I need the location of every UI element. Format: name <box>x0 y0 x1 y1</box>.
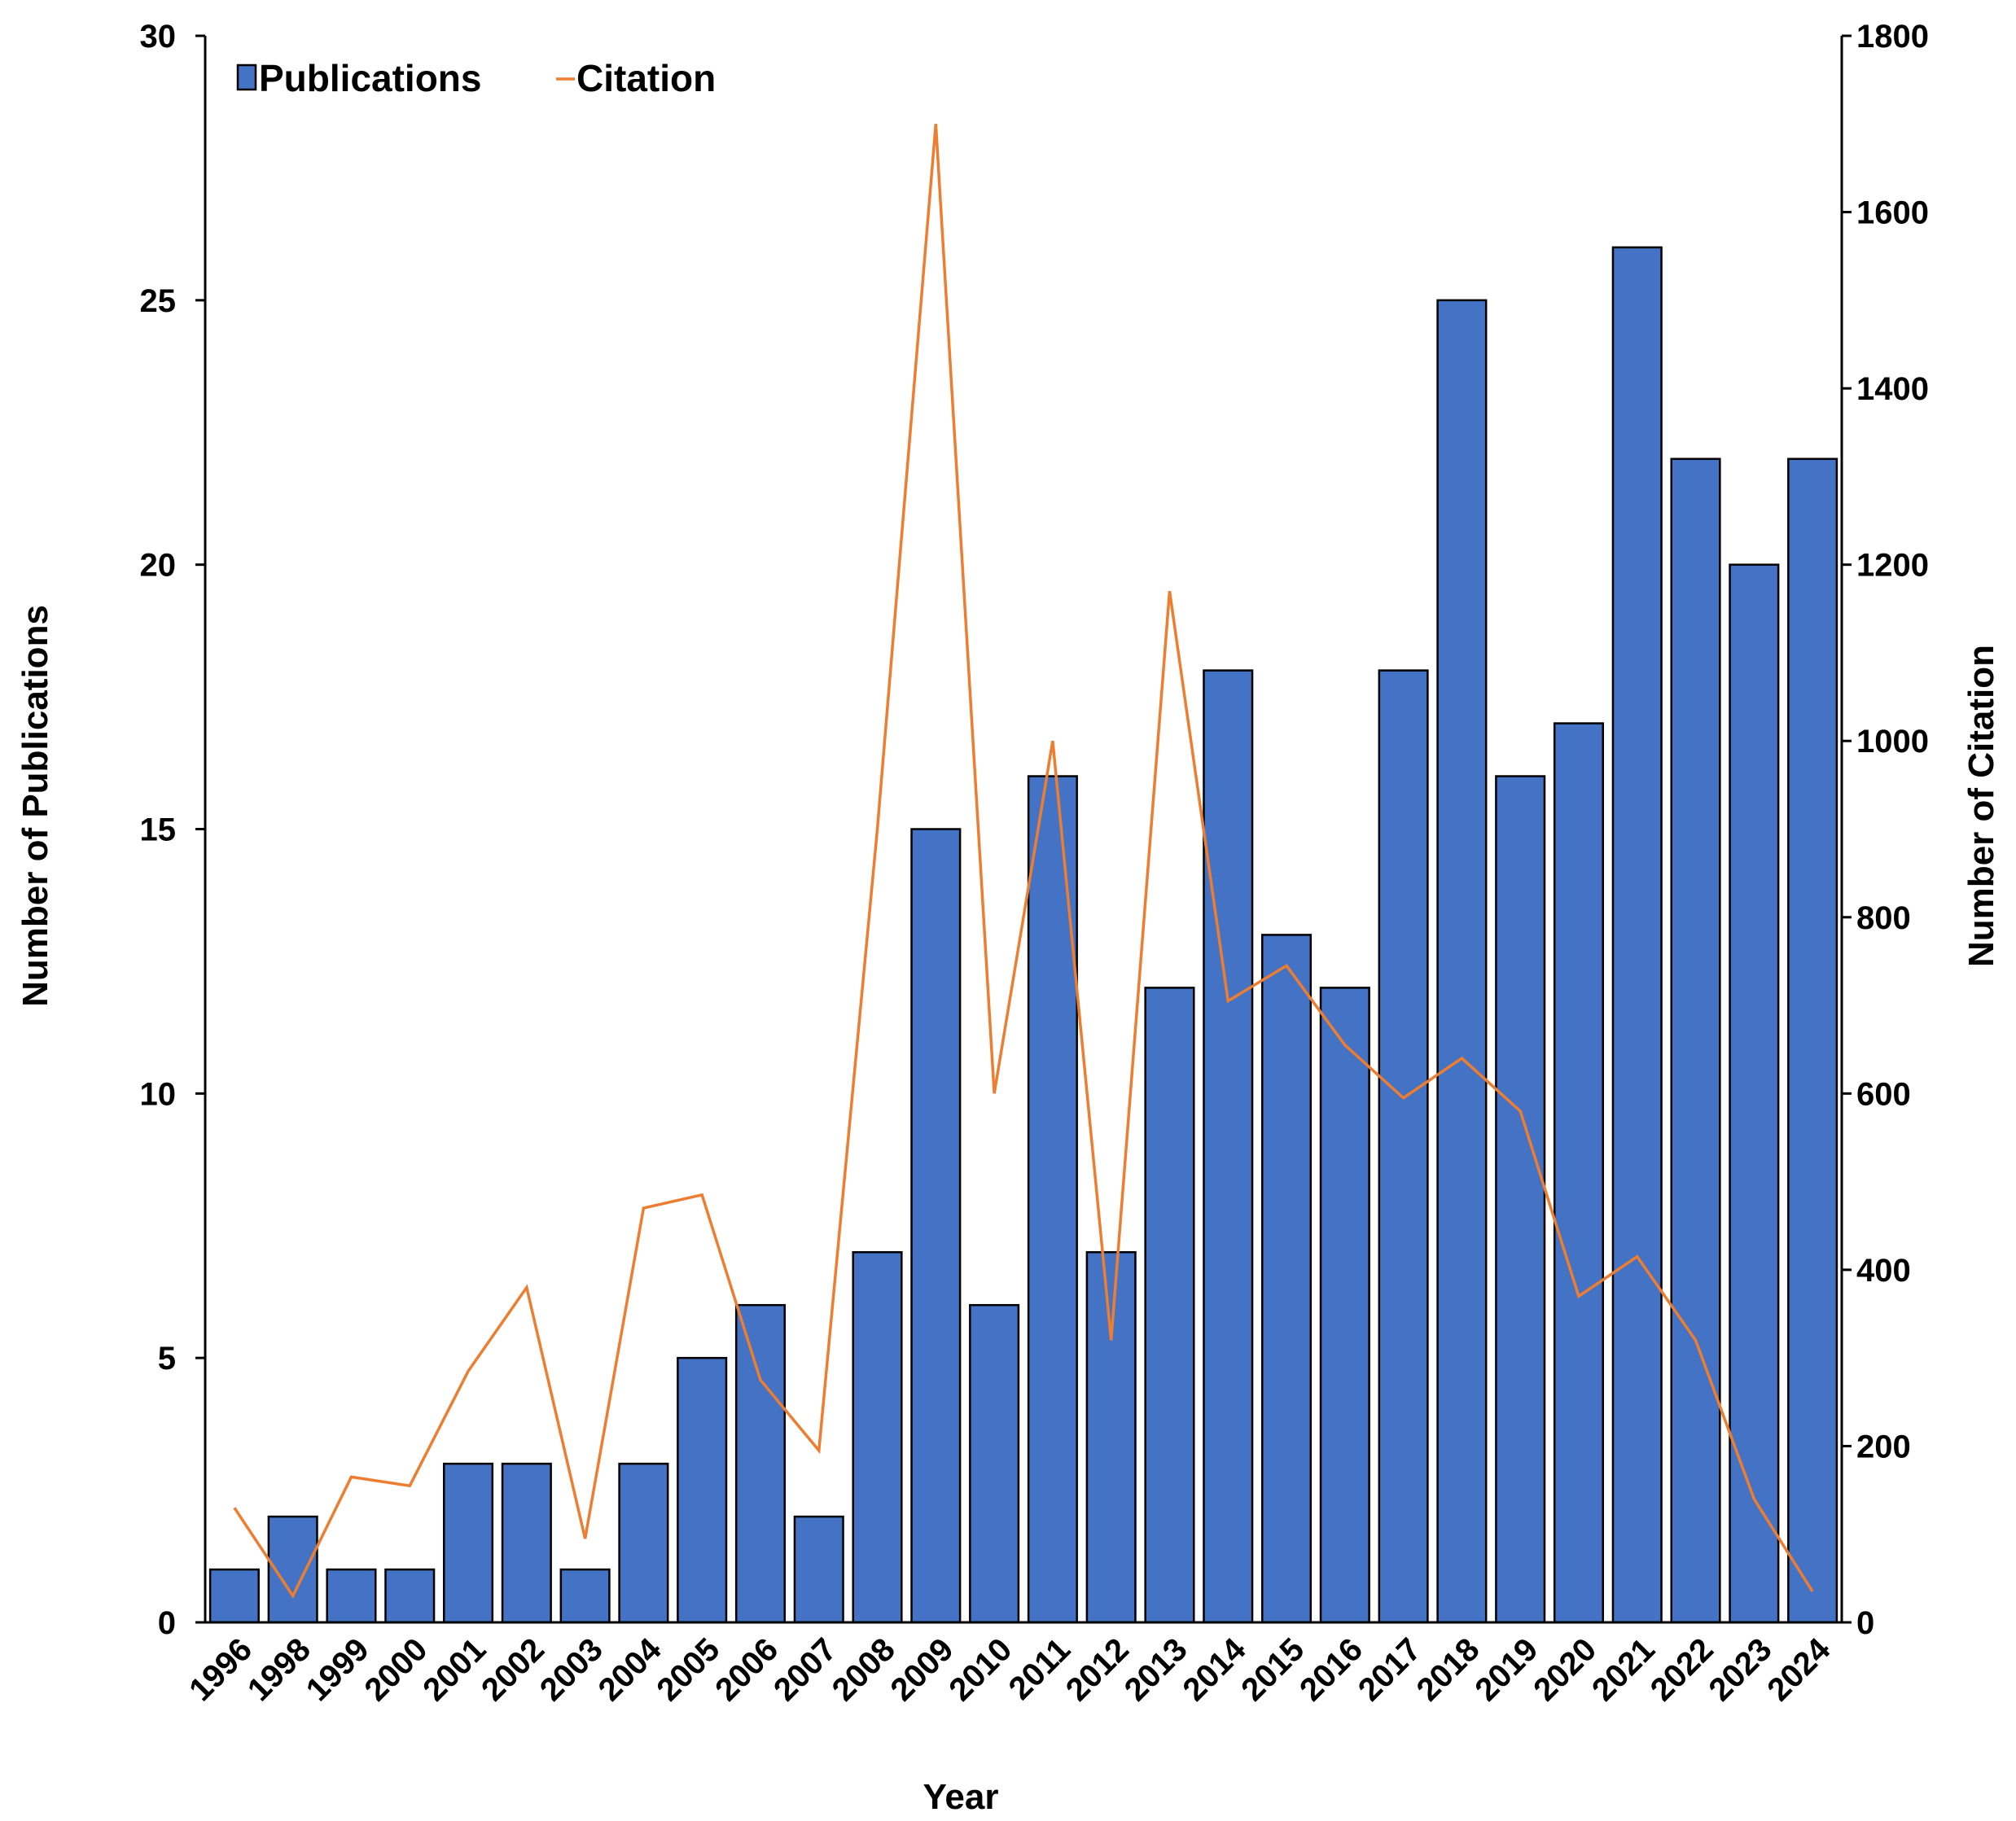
left-tick-label: 10 <box>140 1076 177 1112</box>
left-axis-title: Number of Publications <box>15 605 55 1007</box>
bar-2009 <box>910 828 962 1624</box>
x-tick-label-1999: 1999 <box>300 1631 376 1708</box>
legend-publications-swatch <box>236 63 257 91</box>
x-tick-label-2024: 2024 <box>1760 1631 1838 1709</box>
x-axis-ticks: 1996199819992000200120022003200420052006… <box>182 1631 1838 1709</box>
x-tick-label-2009: 2009 <box>884 1631 961 1708</box>
x-tick-label-2003: 2003 <box>533 1631 610 1708</box>
x-tick-label-2016: 2016 <box>1293 1631 1370 1708</box>
x-tick-label-2011: 2011 <box>1002 1631 1077 1706</box>
bar-2000 <box>384 1568 436 1624</box>
publications-bars <box>208 246 1839 1624</box>
bar-2002 <box>501 1462 552 1624</box>
axis-titles: Year Number of Publications Number of Ci… <box>15 605 2001 1817</box>
right-tick-label: 0 <box>1856 1605 1874 1641</box>
bar-2018 <box>1436 299 1488 1624</box>
right-tick-label: 200 <box>1856 1429 1911 1464</box>
bar-2019 <box>1495 775 1546 1624</box>
bar-2013 <box>1144 987 1195 1624</box>
x-tick-label-2000: 2000 <box>357 1631 434 1708</box>
bar-2024 <box>1787 457 1839 1624</box>
bar-2020 <box>1553 722 1605 1624</box>
left-tick-label: 20 <box>140 548 177 584</box>
bar-2008 <box>852 1250 903 1624</box>
right-axis-title: Number of Citation <box>1961 645 2001 967</box>
x-tick-label-2002: 2002 <box>475 1631 551 1708</box>
bar-2007 <box>793 1515 844 1624</box>
x-tick-label-2020: 2020 <box>1527 1631 1603 1708</box>
legend-citation-label: Citation <box>576 57 716 99</box>
left-tick-label: 0 <box>158 1605 176 1641</box>
left-axis-ticks: 0 5 10 15 20 25 30 <box>140 19 205 1641</box>
right-tick-label: 1000 <box>1856 724 1929 759</box>
x-tick-label-2022: 2022 <box>1644 1631 1720 1708</box>
x-tick-label-2005: 2005 <box>650 1631 726 1708</box>
x-tick-label-2007: 2007 <box>767 1631 844 1708</box>
x-tick-label-1996: 1996 <box>182 1631 259 1708</box>
x-tick-label-2006: 2006 <box>708 1631 785 1708</box>
x-tick-label-2010: 2010 <box>942 1631 1019 1708</box>
bar-2010 <box>969 1303 1020 1624</box>
legend-publications-label: Publications <box>259 57 481 99</box>
bar-2016 <box>1319 987 1370 1624</box>
bar-2001 <box>442 1462 494 1624</box>
x-tick-label-2014: 2014 <box>1176 1631 1253 1709</box>
bar-2015 <box>1260 934 1313 1624</box>
right-axis-ticks: 0 200 400 600 800 1000 1200 1400 1600 1800 <box>1842 19 1929 1641</box>
bar-2017 <box>1378 669 1429 1624</box>
left-tick-label: 5 <box>158 1341 176 1377</box>
bar-2021 <box>1611 246 1663 1624</box>
right-tick-label: 800 <box>1856 900 1911 936</box>
x-tick-label-2004: 2004 <box>592 1631 669 1709</box>
bar-2005 <box>677 1356 728 1624</box>
x-tick-label-1998: 1998 <box>241 1631 318 1708</box>
legend: Publications Citation <box>236 57 716 99</box>
x-tick-label-2021: 2021 <box>1585 1631 1662 1708</box>
citation-line-layer <box>233 124 1814 1600</box>
right-tick-label: 400 <box>1856 1253 1911 1289</box>
right-tick-label: 600 <box>1856 1076 1911 1112</box>
left-tick-label: 30 <box>140 19 177 55</box>
x-tick-label-2012: 2012 <box>1059 1631 1136 1708</box>
right-tick-label: 1800 <box>1856 19 1929 55</box>
bar-1999 <box>326 1568 377 1624</box>
bar-2003 <box>559 1568 611 1624</box>
x-tick-label-2017: 2017 <box>1352 1631 1428 1708</box>
citation-line <box>233 124 1814 1600</box>
bar-2012 <box>1085 1250 1137 1624</box>
right-tick-label: 1200 <box>1856 548 1929 584</box>
x-tick-label-2008: 2008 <box>826 1631 902 1708</box>
left-tick-label: 25 <box>140 283 177 319</box>
bar-2014 <box>1203 669 1254 1624</box>
x-tick-label-2015: 2015 <box>1234 1631 1311 1708</box>
x-tick-label-2013: 2013 <box>1118 1631 1194 1708</box>
x-tick-label-2018: 2018 <box>1410 1631 1487 1708</box>
right-tick-label: 1600 <box>1856 195 1929 231</box>
x-tick-label-2019: 2019 <box>1468 1631 1545 1708</box>
bar-2004 <box>618 1462 669 1624</box>
left-tick-label: 15 <box>140 812 177 848</box>
bar-2006 <box>734 1303 786 1624</box>
x-tick-label-2001: 2001 <box>416 1631 493 1708</box>
x-axis-title: Year <box>923 1777 999 1817</box>
right-tick-label: 1400 <box>1856 371 1929 407</box>
bar-2022 <box>1670 457 1721 1624</box>
bar-1996 <box>208 1568 260 1624</box>
bar-2023 <box>1729 563 1780 1624</box>
x-tick-label-2023: 2023 <box>1703 1631 1779 1708</box>
